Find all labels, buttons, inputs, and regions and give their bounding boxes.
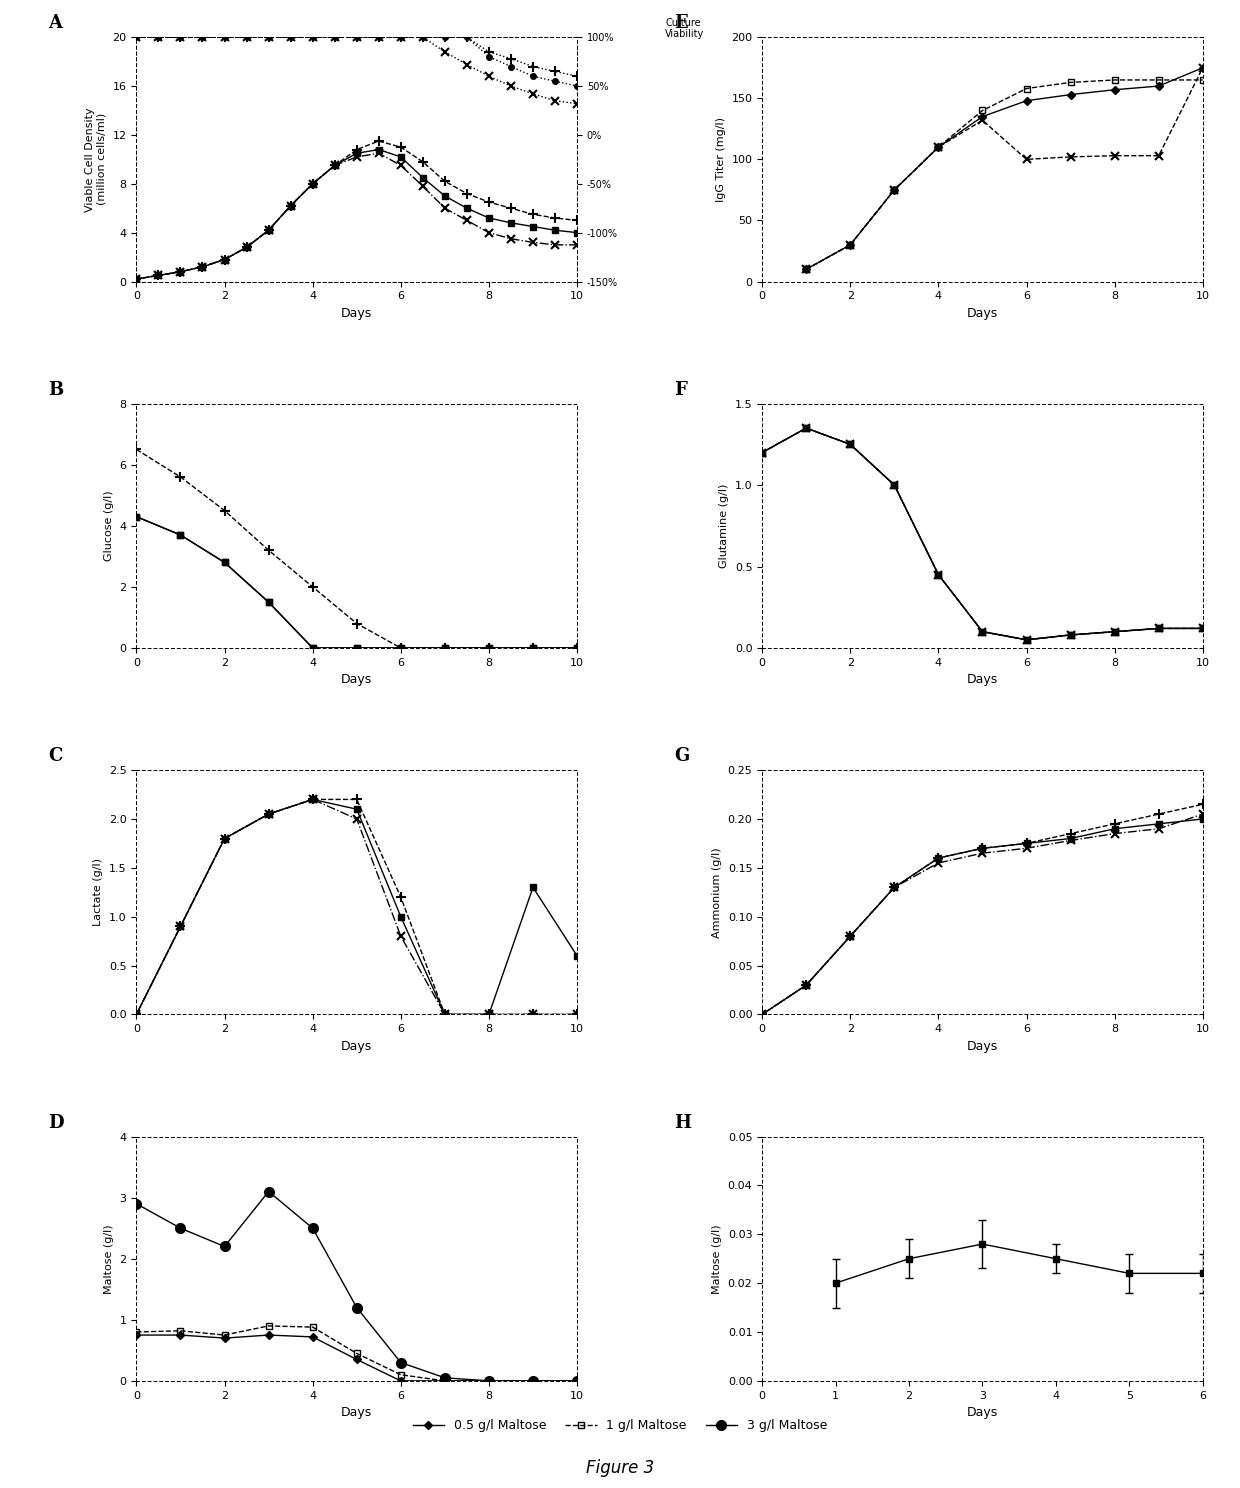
Y-axis label: Glutamine (g/l): Glutamine (g/l) xyxy=(719,484,729,568)
X-axis label: Days: Days xyxy=(341,673,372,686)
Text: G: G xyxy=(675,747,689,765)
X-axis label: Days: Days xyxy=(967,1406,998,1420)
X-axis label: Days: Days xyxy=(341,307,372,320)
Y-axis label: Maltose (g/l): Maltose (g/l) xyxy=(104,1225,114,1293)
Text: B: B xyxy=(48,381,63,399)
Legend: 0.5 g/l Maltose, 1 g/l Maltose, 3 g/l Maltose: 0.5 g/l Maltose, 1 g/l Maltose, 3 g/l Ma… xyxy=(408,1414,832,1437)
Y-axis label: Maltose (g/l): Maltose (g/l) xyxy=(712,1225,722,1293)
X-axis label: Days: Days xyxy=(341,1406,372,1420)
Text: H: H xyxy=(675,1113,691,1132)
Text: D: D xyxy=(48,1113,64,1132)
Text: E: E xyxy=(675,15,688,33)
Y-axis label: Ammonium (g/l): Ammonium (g/l) xyxy=(712,847,722,937)
Text: A: A xyxy=(48,15,62,33)
Text: F: F xyxy=(675,381,687,399)
X-axis label: Days: Days xyxy=(967,307,998,320)
Y-axis label: Viable Cell Density
(million cells/ml): Viable Cell Density (million cells/ml) xyxy=(86,107,107,211)
X-axis label: Days: Days xyxy=(967,1040,998,1052)
Text: Figure 3: Figure 3 xyxy=(585,1460,655,1478)
X-axis label: Days: Days xyxy=(967,673,998,686)
X-axis label: Days: Days xyxy=(341,1040,372,1052)
Text: Culture
Viability: Culture Viability xyxy=(665,18,704,39)
Y-axis label: Lactate (g/l): Lactate (g/l) xyxy=(93,859,103,926)
Y-axis label: IgG Titer (mg/l): IgG Titer (mg/l) xyxy=(715,118,725,202)
Text: C: C xyxy=(48,747,63,765)
Y-axis label: Glucose (g/l): Glucose (g/l) xyxy=(104,491,114,561)
